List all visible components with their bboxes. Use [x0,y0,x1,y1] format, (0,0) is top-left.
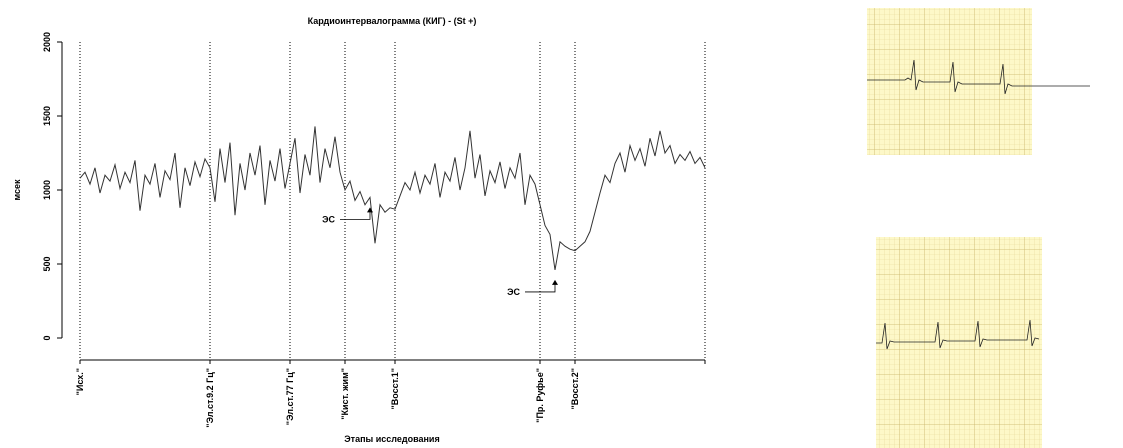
stage-label: "Восст.2" [570,368,580,410]
x-axis-label: Этапы исследования [344,434,439,444]
ecg-grid [867,8,1032,155]
annotation-arrowhead [552,280,558,285]
y-tick-label: 500 [42,256,52,271]
y-axis-label: мсек [12,179,22,201]
annotation-arrowhead [367,207,373,212]
y-tick-label: 1500 [42,106,52,126]
chart-title: Кардиоинтервалограмма (КИГ) - (St +) [308,16,477,26]
y-tick-label: 2000 [42,32,52,52]
line [80,126,705,270]
page: Кардиоинтервалограмма (КИГ) - (St +) мсе… [0,0,1123,448]
y-tick-label: 1000 [42,180,52,200]
annotation: ЭС [507,287,520,297]
stage-label: "Восст.1" [390,368,400,410]
annotation: ЭС [322,214,335,224]
stage-label: "Эл.ст.9.2 Гц" [205,368,215,428]
stage-label: "Исх." [75,368,85,395]
annotation-arrow [340,211,370,219]
stage-label: "Кист. жим" [340,368,350,420]
ecg-grid [876,237,1042,448]
chart: Кардиоинтервалограмма (КИГ) - (St +) мсе… [0,0,1123,448]
stage-label: "Эл.ст.77 Гц" [285,368,295,425]
ecg-panels [867,8,1090,448]
stage-label: "Пр. Руфье" [535,368,545,423]
y-tick-label: 0 [42,335,52,340]
